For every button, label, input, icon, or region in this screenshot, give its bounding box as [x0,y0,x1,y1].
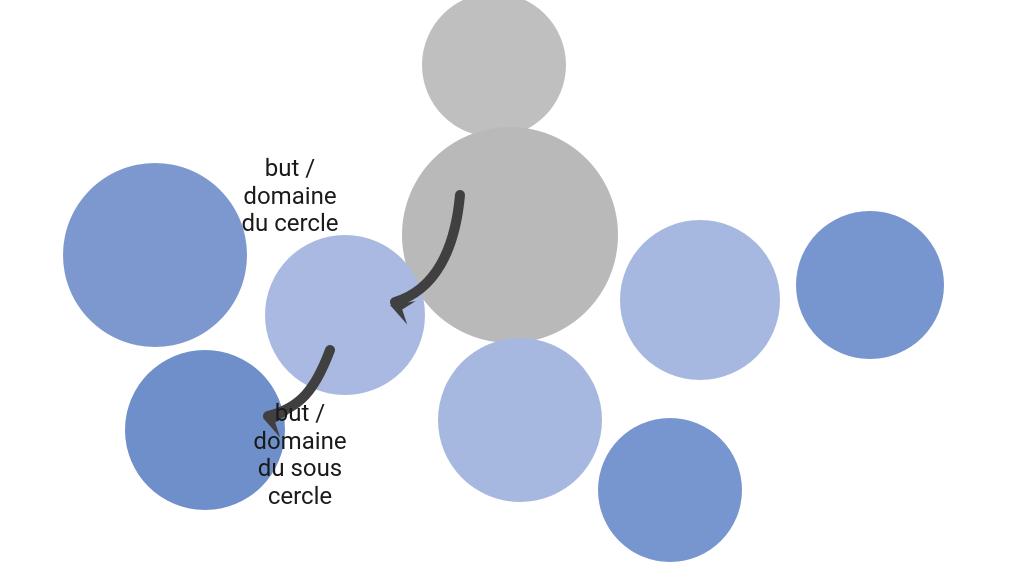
label-label-2: but / domaine du sous cercle [220,400,380,510]
label-label-1: but / domaine du cercle [210,155,370,238]
arrow-arrow-2 [0,0,1024,576]
